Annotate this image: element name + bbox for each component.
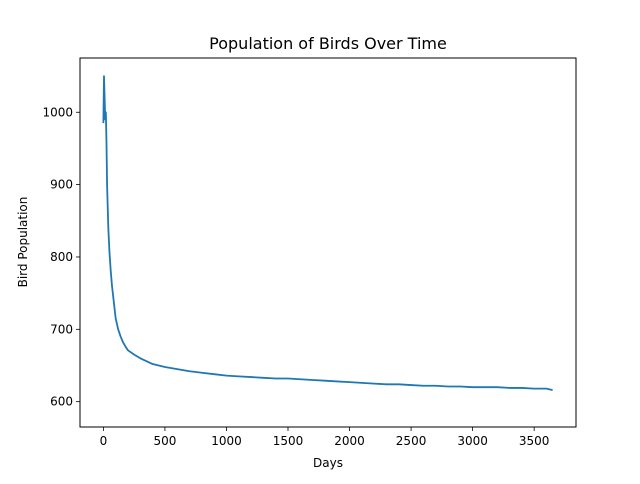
- y-tick-label: 1000: [42, 105, 73, 119]
- y-tick-label: 600: [50, 395, 73, 409]
- x-tick-label: 3000: [457, 434, 488, 448]
- x-tick-label: 500: [153, 434, 176, 448]
- plot-frame: [79, 57, 577, 428]
- plot-area: [102, 75, 553, 391]
- x-tick-label: 0: [100, 434, 108, 448]
- series-line-0: [102, 75, 553, 391]
- y-tick-label: 800: [50, 250, 73, 264]
- chart-title: Population of Birds Over Time: [209, 34, 447, 53]
- x-tick-label: 2000: [334, 434, 365, 448]
- x-tick-label: 2500: [396, 434, 427, 448]
- y-tick-label: 700: [50, 322, 73, 336]
- x-axis-label: Days: [313, 456, 343, 470]
- y-tick-label: 900: [50, 178, 73, 192]
- y-axis-label: Bird Population: [16, 197, 30, 288]
- x-tick-label: 1500: [273, 434, 304, 448]
- x-tick-label: 3500: [519, 434, 550, 448]
- axis-ticks: 0 500 1000 1500 2000 2500 3000 3500 600 700 800 900…: [42, 105, 549, 448]
- x-tick-label: 1000: [211, 434, 242, 448]
